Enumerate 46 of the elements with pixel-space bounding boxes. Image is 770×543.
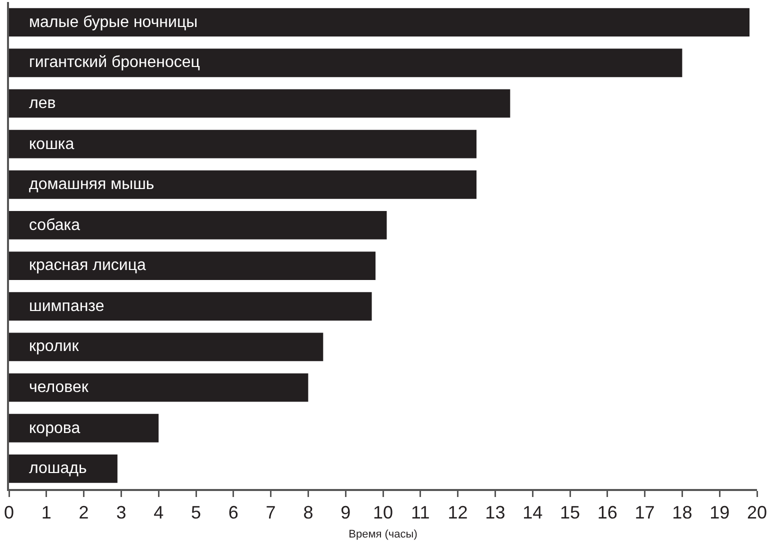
x-tick-label: 12 [448,502,468,523]
x-tick-label: 14 [522,502,543,523]
x-axis-title: Время (часы) [348,528,418,540]
y-tick-label: кошка [29,136,74,153]
x-tick-label: 1 [41,502,52,523]
bar [9,130,476,158]
x-tick-label: 5 [190,502,202,523]
x-tick-label: 15 [560,502,580,523]
x-tick-label: 10 [372,502,394,523]
bar [9,48,682,78]
x-tick-label: 11 [411,502,430,523]
x-tick-label: 3 [116,502,126,523]
x-tick-label: 16 [597,502,618,523]
y-tick-label: собака [29,217,80,234]
x-tick-label: 8 [303,502,314,523]
x-tick-label: 9 [340,502,351,523]
y-tick-label: корова [29,420,80,437]
y-tick-label: лев [29,95,56,112]
bar [9,332,324,362]
x-tick-label: 2 [78,502,89,523]
x-tick-label: 17 [634,502,655,523]
y-tick-label: гигантский броненосец [29,54,200,71]
x-tick-label: 4 [154,502,164,523]
y-tick-label: домашняя мышь [29,176,154,193]
y-tick-label: красная лисица [29,257,146,274]
x-tick-label: 19 [710,502,730,523]
x-tick-label: 0 [4,502,14,523]
x-tick-label: 18 [672,502,692,523]
bar [9,252,376,280]
y-tick-label: лошадь [29,460,87,477]
x-tick-label: 13 [485,502,506,523]
x-tick-label: 7 [266,502,276,523]
y-tick-label: малые бурые ночницы [29,14,198,31]
bar [9,211,387,240]
x-tick-label: 20 [746,502,768,523]
x-tick-label: 6 [228,502,238,523]
y-tick-label: шимпанзе [29,298,104,315]
bar [9,454,118,483]
y-tick-label: человек [29,379,90,396]
bar [9,89,510,118]
bar [9,170,476,199]
bar [9,8,750,36]
bar [9,292,372,321]
y-tick-label: кролик [29,338,80,355]
bar [9,373,308,402]
bar [9,414,159,442]
